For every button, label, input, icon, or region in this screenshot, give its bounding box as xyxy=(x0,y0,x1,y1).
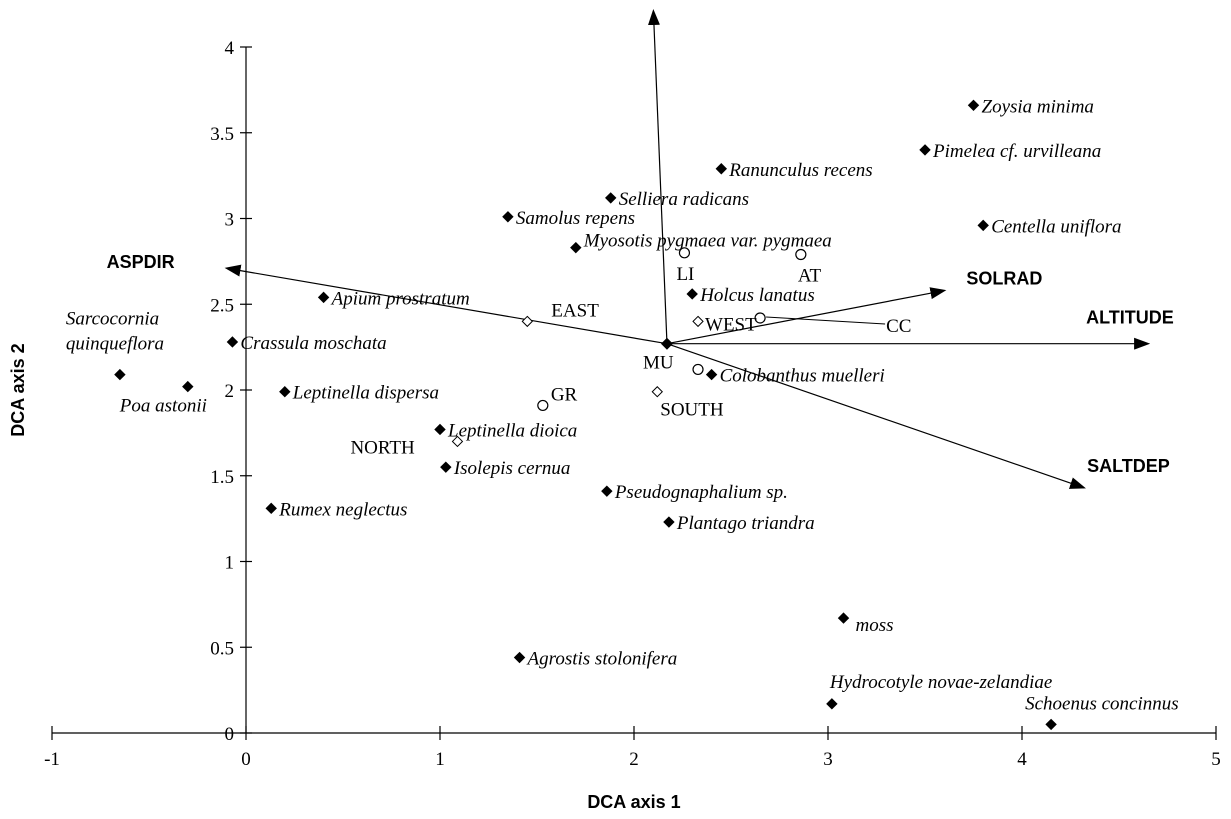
y-tick-label: 1.5 xyxy=(210,467,234,488)
species-point xyxy=(715,163,728,175)
species-label: Crassula moschata xyxy=(240,333,386,354)
vector-arrow xyxy=(666,287,947,345)
species-label: Colobanthus muelleri xyxy=(720,366,885,387)
species-label: Ranunculus recens xyxy=(728,160,872,181)
vector-label: ALTITUDE xyxy=(1086,308,1174,328)
aspect-point xyxy=(692,315,704,328)
aspect-label: EAST xyxy=(551,300,599,321)
y-tick-label: 0.5 xyxy=(210,638,234,659)
x-tick-label: 4 xyxy=(1017,749,1027,770)
species-point xyxy=(837,612,850,624)
site-label: MU xyxy=(643,352,674,373)
species-label: Schoenus concinnus xyxy=(1025,693,1179,714)
site-label: CC xyxy=(886,316,911,337)
y-tick-label: 4 xyxy=(225,38,235,59)
vector-label: SOLRAD xyxy=(966,269,1042,289)
species-label: Apium prostratum xyxy=(330,288,470,309)
site-point xyxy=(537,399,549,412)
aspect-label: WEST xyxy=(705,314,757,335)
x-tick-label: 2 xyxy=(629,749,639,770)
aspect-label: NORTH xyxy=(350,437,415,458)
axes: -1 0 1 2 3 4 5 0 0.5 1 1.5 2 2.5 3 3.5 4 xyxy=(44,38,1221,770)
species-point xyxy=(182,380,194,393)
aspect-point xyxy=(451,435,464,448)
y-tick-label: 0 xyxy=(225,724,235,745)
species-label: Isolepis cernua xyxy=(453,458,571,479)
environmental-vectors: SLOPEASPDIRSOLRADALTITUDESALTDEP xyxy=(107,8,1174,489)
species-point xyxy=(967,99,980,112)
site-point xyxy=(754,312,766,324)
vector-label: ASPDIR xyxy=(107,252,175,272)
site-label: GR xyxy=(551,384,578,405)
species-point xyxy=(570,241,582,254)
y-tick-label: 3 xyxy=(225,210,235,231)
x-tick-label: -1 xyxy=(44,749,60,770)
species-point xyxy=(601,485,613,497)
site-point xyxy=(678,247,691,259)
species-point xyxy=(502,211,514,223)
aspect-label: SOUTH xyxy=(660,400,724,421)
x-tick-label: 5 xyxy=(1211,749,1221,770)
aspect-point xyxy=(651,386,663,398)
y-tick-label: 2 xyxy=(225,381,235,402)
vector-arrow xyxy=(647,8,668,344)
species-label: Rumex neglectus xyxy=(278,499,407,520)
x-tick-label: 1 xyxy=(435,749,445,770)
site-point xyxy=(692,363,704,376)
site-label: LI xyxy=(676,264,694,285)
species-label: Plantago triandra xyxy=(676,513,815,534)
species-label: Poa astonii xyxy=(119,396,207,417)
species-point xyxy=(114,368,126,381)
species-label: Pimelea cf. urvilleana xyxy=(932,141,1101,162)
species-label: moss xyxy=(856,615,894,636)
species-label: Centella uniflora xyxy=(991,216,1121,237)
species-point xyxy=(513,651,526,664)
species-label: Pseudognaphalium sp. xyxy=(614,482,788,503)
vector-label: SALTDEP xyxy=(1087,456,1170,476)
species-label: Sarcocornia quinqueflora xyxy=(66,309,164,355)
vector-arrow xyxy=(666,343,1086,489)
vector-arrow xyxy=(224,264,668,345)
species-label: Selliera radicans xyxy=(619,189,749,210)
species-point xyxy=(605,192,617,204)
species-label: Samolus repens xyxy=(516,208,635,229)
species-point xyxy=(977,219,989,232)
species-point xyxy=(317,291,330,304)
y-axis-title: DCA axis 2 xyxy=(8,343,28,436)
species-label: Zoysia minima xyxy=(982,96,1094,117)
species-point xyxy=(226,336,239,348)
species-point xyxy=(1045,718,1057,731)
x-axis-title: DCA axis 1 xyxy=(587,792,680,812)
x-tick-label: 3 xyxy=(823,749,833,770)
y-tick-label: 1 xyxy=(225,553,235,574)
aspect-point xyxy=(521,315,534,328)
species-point xyxy=(265,502,277,515)
species-point xyxy=(663,516,675,528)
species-label: Leptinella dioica xyxy=(447,420,577,441)
species-point xyxy=(279,386,291,398)
species-label: Myosotis pygmaea var. pygmaea xyxy=(583,231,832,252)
species-label: Holcus lanatus xyxy=(699,285,815,306)
leader-line xyxy=(766,316,886,325)
data-points: Zoysia minima Pimelea cf. urvilleana Ranun… xyxy=(66,96,1179,731)
y-tick-label: 3.5 xyxy=(210,124,234,145)
species-point xyxy=(919,144,931,156)
species-point xyxy=(434,423,446,436)
species-point xyxy=(440,461,452,473)
species-point xyxy=(705,368,718,381)
y-tick-label: 2.5 xyxy=(210,295,234,316)
site-label: AT xyxy=(798,266,822,287)
species-label: Agrostis stolonifera xyxy=(526,649,678,670)
x-tick-label: 0 xyxy=(241,749,251,770)
species-point xyxy=(826,698,838,710)
species-point xyxy=(686,288,698,300)
species-label: Leptinella dispersa xyxy=(292,383,439,404)
vector-origin-marker xyxy=(660,337,673,350)
site-point xyxy=(795,248,807,261)
species-label: Hydrocotyle novae-zelandiae xyxy=(829,672,1052,693)
